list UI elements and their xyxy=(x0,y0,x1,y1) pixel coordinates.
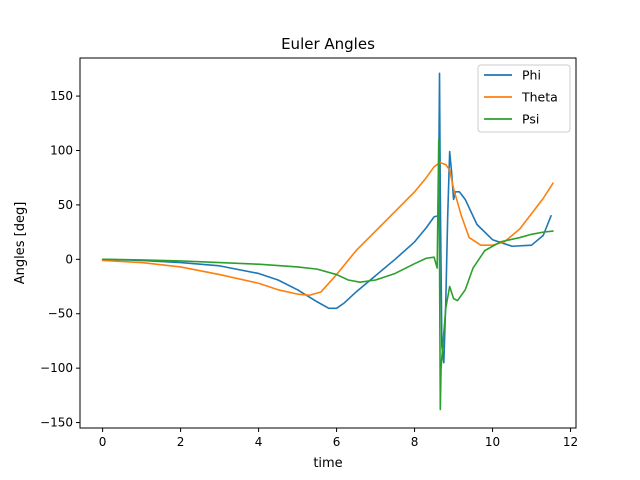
chart-title: Euler Angles xyxy=(281,35,375,53)
x-tick-label: 6 xyxy=(333,435,341,449)
x-axis-title: time xyxy=(313,456,342,471)
plot-area xyxy=(101,72,554,411)
series-line-psi xyxy=(101,138,554,411)
legend: Phi Theta Psi xyxy=(477,64,571,133)
series-layer xyxy=(101,72,554,411)
y-axis-title: Angles [deg] xyxy=(13,202,28,285)
legend-box xyxy=(477,64,571,133)
y-tick-label: 100 xyxy=(50,144,73,158)
y-tick-label: −50 xyxy=(48,307,73,321)
x-tick-label: 8 xyxy=(411,435,419,449)
x-tick-label: 12 xyxy=(563,435,578,449)
legend-label-psi: Psi xyxy=(522,112,539,127)
x-tick-label: 4 xyxy=(255,435,263,449)
legend-label-theta: Theta xyxy=(521,90,558,105)
y-tick-label: −150 xyxy=(40,416,73,430)
legend-items: Phi Theta Psi xyxy=(484,68,558,127)
y-tick-label: −100 xyxy=(40,361,73,375)
y-tick-label: 0 xyxy=(65,252,73,266)
y-tick-label: 150 xyxy=(50,89,73,103)
legend-label-phi: Phi xyxy=(522,68,541,83)
plot-frame xyxy=(79,57,577,429)
x-tick-label: 0 xyxy=(99,435,107,449)
x-tick-label: 10 xyxy=(485,435,500,449)
x-axis-ticks: 0 2 4 6 8 10 12 xyxy=(99,428,578,449)
x-tick-label: 2 xyxy=(177,435,185,449)
y-axis-ticks: −150 −100 −50 0 50 100 150 xyxy=(40,89,80,430)
y-tick-label: 50 xyxy=(58,198,73,212)
